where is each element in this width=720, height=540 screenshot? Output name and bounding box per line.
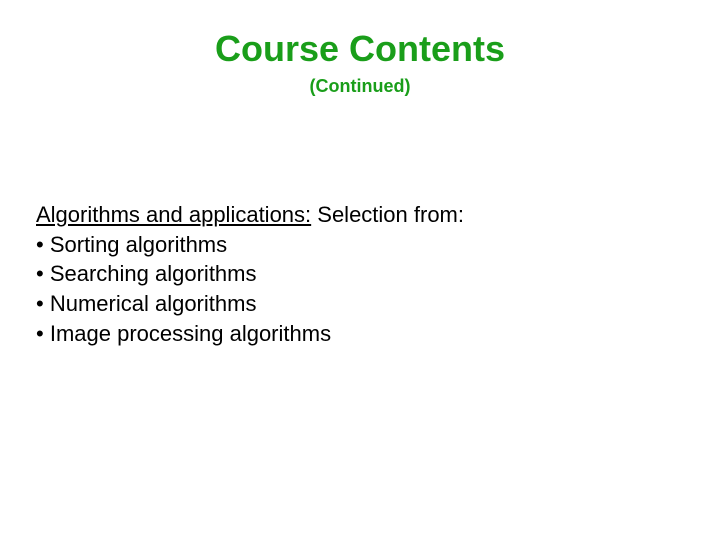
intro-rest: Selection from: bbox=[311, 202, 464, 227]
slide-subtitle: (Continued) bbox=[0, 76, 720, 97]
intro-line: Algorithms and applications: Selection f… bbox=[36, 200, 464, 230]
bullet-item: Searching algorithms bbox=[36, 259, 464, 289]
slide-title: Course Contents bbox=[0, 28, 720, 70]
slide: Course Contents (Continued) Algorithms a… bbox=[0, 28, 720, 540]
bullet-item: Numerical algorithms bbox=[36, 289, 464, 319]
bullet-item: Image processing algorithms bbox=[36, 319, 464, 349]
slide-body: Algorithms and applications: Selection f… bbox=[36, 200, 464, 348]
bullet-list: Sorting algorithms Searching algorithms … bbox=[36, 230, 464, 349]
intro-underlined: Algorithms and applications: bbox=[36, 202, 311, 227]
bullet-item: Sorting algorithms bbox=[36, 230, 464, 260]
